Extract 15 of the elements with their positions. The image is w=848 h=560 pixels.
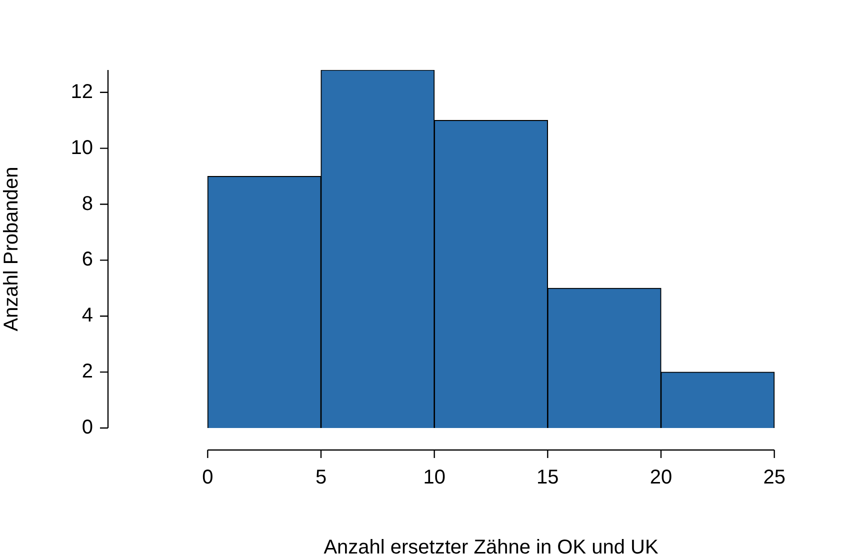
y-tick-label: 10 [70,136,93,159]
x-tick-label: 15 [536,466,559,489]
y-tick-label: 0 [82,416,93,439]
x-tick-label: 0 [202,466,214,489]
x-tick-label: 25 [763,466,786,489]
x-axis-title: Anzahl ersetzter Zähne in OK und UK [324,536,659,559]
y-axis-title: Anzahl Probanden [0,166,23,332]
y-tick-label: 2 [82,360,93,383]
x-tick-label: 5 [315,466,327,489]
y-tick-label: 4 [82,304,93,327]
y-tick-label: 6 [82,248,93,271]
y-tick-label: 12 [70,80,93,103]
x-tick-label: 20 [650,466,672,489]
y-tick-label: 8 [82,192,93,215]
x-tick-label: 10 [423,466,446,489]
